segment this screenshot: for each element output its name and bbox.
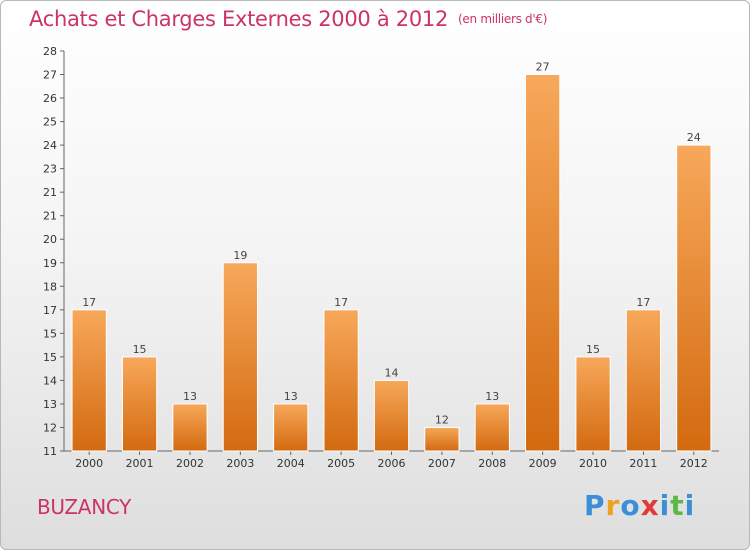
value-label: 17 (82, 296, 96, 309)
logo-letter: P (584, 489, 606, 522)
y-tick-label: 15 (43, 351, 57, 364)
value-label: 24 (687, 131, 701, 144)
x-tick-label: 2006 (378, 457, 406, 470)
x-tick-label: 2012 (680, 457, 708, 470)
proxiti-logo: Proxiti (584, 489, 695, 522)
y-tick-label: 26 (43, 92, 57, 105)
bar-2003 (222, 262, 258, 452)
value-label: 13 (485, 390, 499, 403)
bar-2007 (424, 426, 460, 452)
y-tick-label: 28 (43, 45, 57, 58)
value-label: 17 (636, 296, 650, 309)
y-tick-label: 14 (43, 374, 57, 387)
x-tick-label: 2008 (478, 457, 506, 470)
y-tick-label: 20 (43, 233, 57, 246)
y-tick-label: 19 (43, 257, 57, 270)
y-tick-label: 12 (43, 421, 57, 434)
x-tick-label: 2009 (529, 457, 557, 470)
value-label: 13 (183, 390, 197, 403)
bar-2001 (121, 356, 158, 452)
value-label: 12 (435, 413, 449, 426)
logo-letter: i (659, 489, 671, 522)
value-label: 19 (233, 249, 247, 262)
y-tick-label: 25 (43, 116, 57, 129)
y-tick-label: 21 (43, 210, 57, 223)
bar-2008 (474, 403, 510, 452)
bar-2010 (575, 356, 611, 452)
x-tick-label: 2010 (579, 457, 607, 470)
chart-title: Achats et Charges Externes 2000 à 2012 (e… (29, 7, 548, 31)
y-tick-label: 23 (43, 163, 57, 176)
logo-letter: t (670, 489, 685, 522)
y-tick-label: 27 (43, 69, 57, 82)
logo-letter: i (684, 489, 696, 522)
y-tick-label: 15 (43, 327, 57, 340)
x-tick-label: 2011 (629, 457, 657, 470)
x-tick-label: 2004 (277, 457, 305, 470)
y-tick-label: 17 (43, 304, 57, 317)
x-tick-label: 2002 (176, 457, 204, 470)
bar-2005 (323, 309, 359, 452)
y-tick-label: 18 (43, 280, 57, 293)
chart-unit: (en milliers d'€) (458, 12, 548, 26)
logo-letter: r (605, 489, 621, 522)
bar-2012 (676, 144, 712, 452)
x-tick-label: 2001 (126, 457, 154, 470)
y-tick-label: 24 (43, 139, 57, 152)
y-tick-label: 21 (43, 186, 57, 199)
x-tick-label: 2007 (428, 457, 456, 470)
x-tick-label: 2000 (75, 457, 103, 470)
logo-letter: x (640, 489, 660, 522)
x-tick-label: 2005 (327, 457, 355, 470)
value-label: 14 (385, 366, 399, 379)
bar-2000 (71, 309, 107, 452)
value-label: 17 (334, 296, 348, 309)
x-tick-label: 2003 (226, 457, 254, 470)
logo-letter: o (620, 489, 641, 522)
bar-2004 (273, 403, 309, 452)
bar-2009 (525, 74, 561, 452)
value-label: 15 (133, 343, 147, 356)
bar-2006 (373, 379, 410, 452)
bar-2002 (172, 403, 208, 452)
bar-2011 (625, 309, 662, 452)
value-label: 27 (536, 61, 550, 74)
y-tick-label: 13 (43, 398, 57, 411)
y-tick-label: 11 (43, 445, 57, 458)
place-name: BUZANCY (37, 495, 132, 519)
value-label: 15 (586, 343, 600, 356)
value-label: 13 (284, 390, 298, 403)
